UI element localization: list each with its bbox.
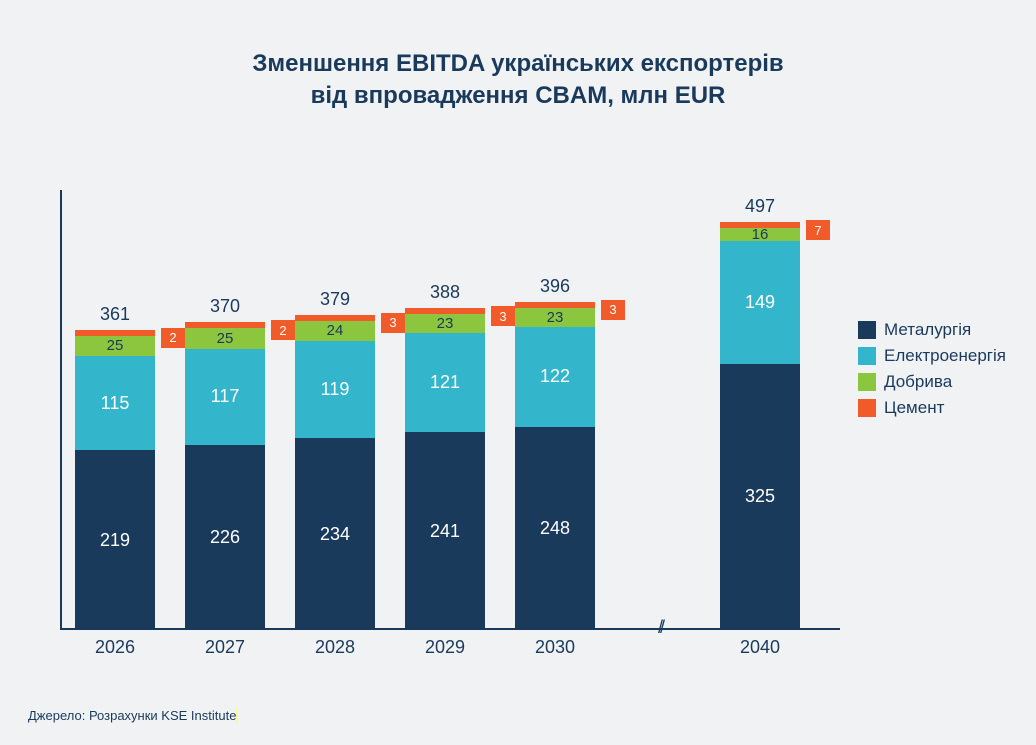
x-tick-label: 2030 [535,637,575,658]
legend-label: Металургія [884,320,971,340]
bar-slot-2029: 2411212333882029 [390,190,500,630]
segment-cement: 3 [295,315,375,321]
bar-slot-2027: 2261172523702027 [170,190,280,630]
source-text: Джерело: Розрахунки KSE Institute [28,708,236,723]
segment-electricity: 115 [75,356,155,450]
segment-cement: 3 [405,308,485,314]
x-tick-label: 2029 [425,637,465,658]
segment-fertilizers: 25 [75,336,155,357]
legend-item-cement: Цемент [858,398,1006,418]
total-label: 370 [210,296,240,317]
legend-swatch-icon [858,347,876,365]
axis-break-gap: // [610,190,710,630]
x-tick-label: 2026 [95,637,135,658]
x-tick-label: 2028 [315,637,355,658]
segment-fertilizers: 23 [515,308,595,327]
segment-electricity: 121 [405,333,485,432]
segment-electricity: 119 [295,341,375,439]
total-label: 361 [100,304,130,325]
bars-row: 2191152523612026226117252370202723411924… [60,190,840,630]
source-citation: Джерело: Розрахунки KSE Institute [28,708,238,723]
stacked-bar-2029: 241121233388 [405,308,485,630]
x-tick-label: 2040 [740,637,780,658]
segment-metallurgy: 241 [405,432,485,630]
x-tick-label: 2027 [205,637,245,658]
segment-fertilizers: 24 [295,321,375,341]
segment-metallurgy: 234 [295,438,375,630]
stacked-bar-2030: 248122233396 [515,302,595,630]
bar-slot-2030: 2481222333962030 [500,190,610,630]
segment-metallurgy: 226 [185,445,265,630]
segment-cement: 3 [515,302,595,308]
source-highlight [236,708,238,723]
segment-cement: 7 [720,222,800,228]
segment-fertilizers: 16 [720,228,800,241]
segment-electricity: 122 [515,327,595,427]
bar-slot-2026: 2191152523612026 [60,190,170,630]
legend-label: Добрива [884,372,952,392]
chart-area: 2191152523612026226117252370202723411924… [60,190,840,630]
total-label: 497 [745,196,775,217]
legend-swatch-icon [858,373,876,391]
segment-label-cement: 7 [806,220,830,240]
legend: Металургія Електроенергія Добрива Цемент [858,320,1006,424]
legend-item-fertilizers: Добрива [858,372,1006,392]
axis-break-icon: // [658,617,662,638]
legend-label: Електроенергія [884,346,1006,366]
stacked-bar-2040: 325149167497 [720,222,800,630]
legend-swatch-icon [858,399,876,417]
legend-swatch-icon [858,321,876,339]
total-label: 396 [540,276,570,297]
total-label: 388 [430,282,460,303]
chart-title-line2: від впровадження CBAM, млн EUR [0,80,1036,112]
chart-title-line1: Зменшення EBITDA українських експортерів [0,48,1036,80]
segment-cement: 2 [75,330,155,336]
legend-label: Цемент [884,398,944,418]
segment-electricity: 117 [185,349,265,445]
legend-item-electricity: Електроенергія [858,346,1006,366]
segment-cement: 2 [185,322,265,328]
stacked-bar-2026: 219115252361 [75,330,155,630]
segment-fertilizers: 25 [185,328,265,349]
segment-metallurgy: 325 [720,364,800,631]
bar-slot-2040: 3251491674972040 [710,190,810,630]
stacked-bar-2027: 226117252370 [185,322,265,630]
segment-metallurgy: 248 [515,427,595,630]
legend-item-metallurgy: Металургія [858,320,1006,340]
stacked-bar-2028: 234119243379 [295,315,375,630]
bar-slot-2028: 2341192433792028 [280,190,390,630]
segment-fertilizers: 23 [405,314,485,333]
segment-electricity: 149 [720,241,800,363]
total-label: 379 [320,289,350,310]
chart-title: Зменшення EBITDA українських експортерів… [0,0,1036,113]
segment-metallurgy: 219 [75,450,155,630]
